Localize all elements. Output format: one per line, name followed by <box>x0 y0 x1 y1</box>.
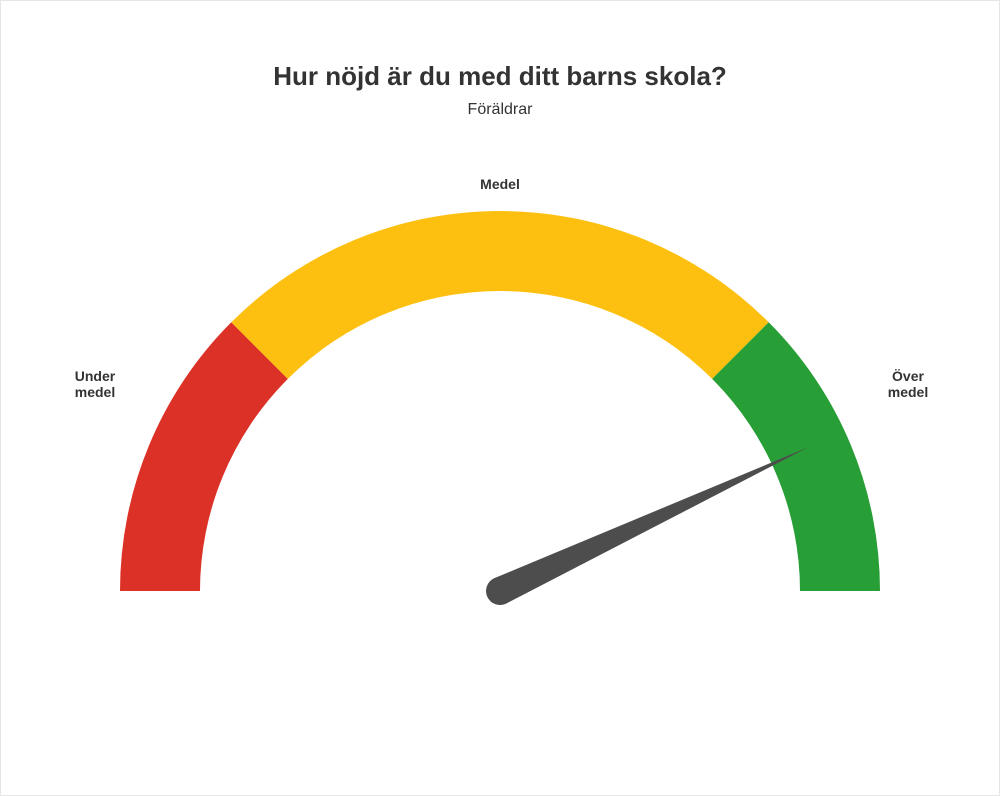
gauge-chart: Undermedel Medel Övermedel <box>50 161 950 681</box>
chart-frame: { "title": "Hur nöjd är du med ditt barn… <box>0 0 1000 796</box>
chart-title: Hur nöjd är du med ditt barns skola? <box>1 61 999 92</box>
gauge-segment-over <box>712 322 880 591</box>
gauge-label-over: Övermedel <box>888 368 928 400</box>
gauge-needle <box>486 447 808 605</box>
gauge-container: Undermedel Medel Övermedel <box>1 161 999 681</box>
gauge-label-medel: Medel <box>480 176 520 192</box>
gauge-label-under: Undermedel <box>75 368 116 400</box>
gauge-segment-under <box>120 322 288 591</box>
gauge-segment-medel <box>231 211 768 379</box>
chart-subtitle: Föräldrar <box>1 101 999 119</box>
